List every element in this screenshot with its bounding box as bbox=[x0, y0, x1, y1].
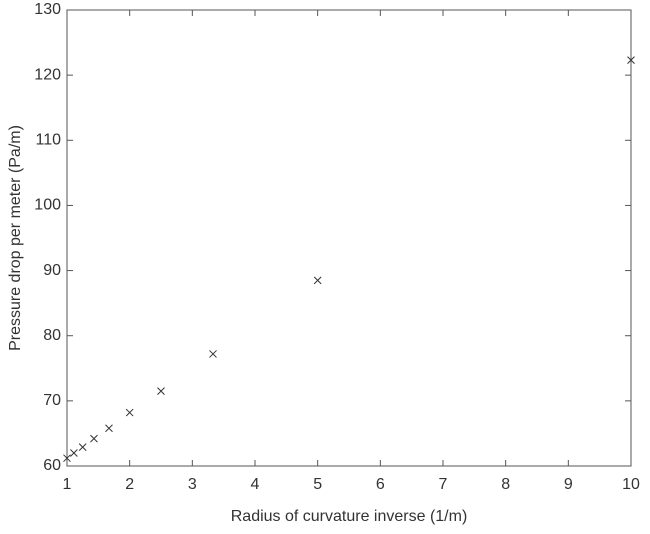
x-tick-label: 7 bbox=[439, 476, 448, 493]
data-point bbox=[313, 276, 322, 285]
x-tick-label: 10 bbox=[622, 476, 640, 493]
data-point bbox=[627, 56, 635, 65]
data-point bbox=[90, 434, 98, 443]
data-point bbox=[209, 350, 217, 358]
y-axis-label: Pressure drop per meter (Pa/m) bbox=[7, 125, 24, 351]
x-tick-label: 5 bbox=[313, 476, 322, 493]
y-tick-label: 90 bbox=[43, 262, 61, 279]
data-point bbox=[125, 408, 134, 417]
x-tick-label: 9 bbox=[564, 476, 573, 493]
x-tick-label: 6 bbox=[376, 476, 385, 493]
x-tick-label: 2 bbox=[125, 476, 134, 493]
y-tick-label: 70 bbox=[43, 392, 61, 409]
y-tick-label: 100 bbox=[34, 197, 61, 214]
y-tick-label: 60 bbox=[43, 457, 61, 474]
plot-frame bbox=[66, 9, 632, 467]
x-tick-label: 4 bbox=[251, 476, 260, 493]
y-tick-label: 110 bbox=[35, 132, 61, 149]
x-tick-label: 1 bbox=[63, 476, 72, 493]
data-point bbox=[105, 424, 113, 433]
y-tick-label: 120 bbox=[34, 66, 61, 83]
data-point bbox=[78, 443, 87, 451]
x-axis-label: Radius of curvature inverse (1/m) bbox=[231, 508, 468, 525]
y-tick-label: 80 bbox=[43, 327, 61, 344]
data-point bbox=[70, 449, 78, 457]
y-tick-label: 130 bbox=[34, 1, 61, 18]
data-point bbox=[63, 454, 71, 463]
x-tick-label: 3 bbox=[188, 476, 197, 493]
data-point bbox=[157, 387, 165, 395]
x-tick-label: 8 bbox=[501, 476, 510, 493]
